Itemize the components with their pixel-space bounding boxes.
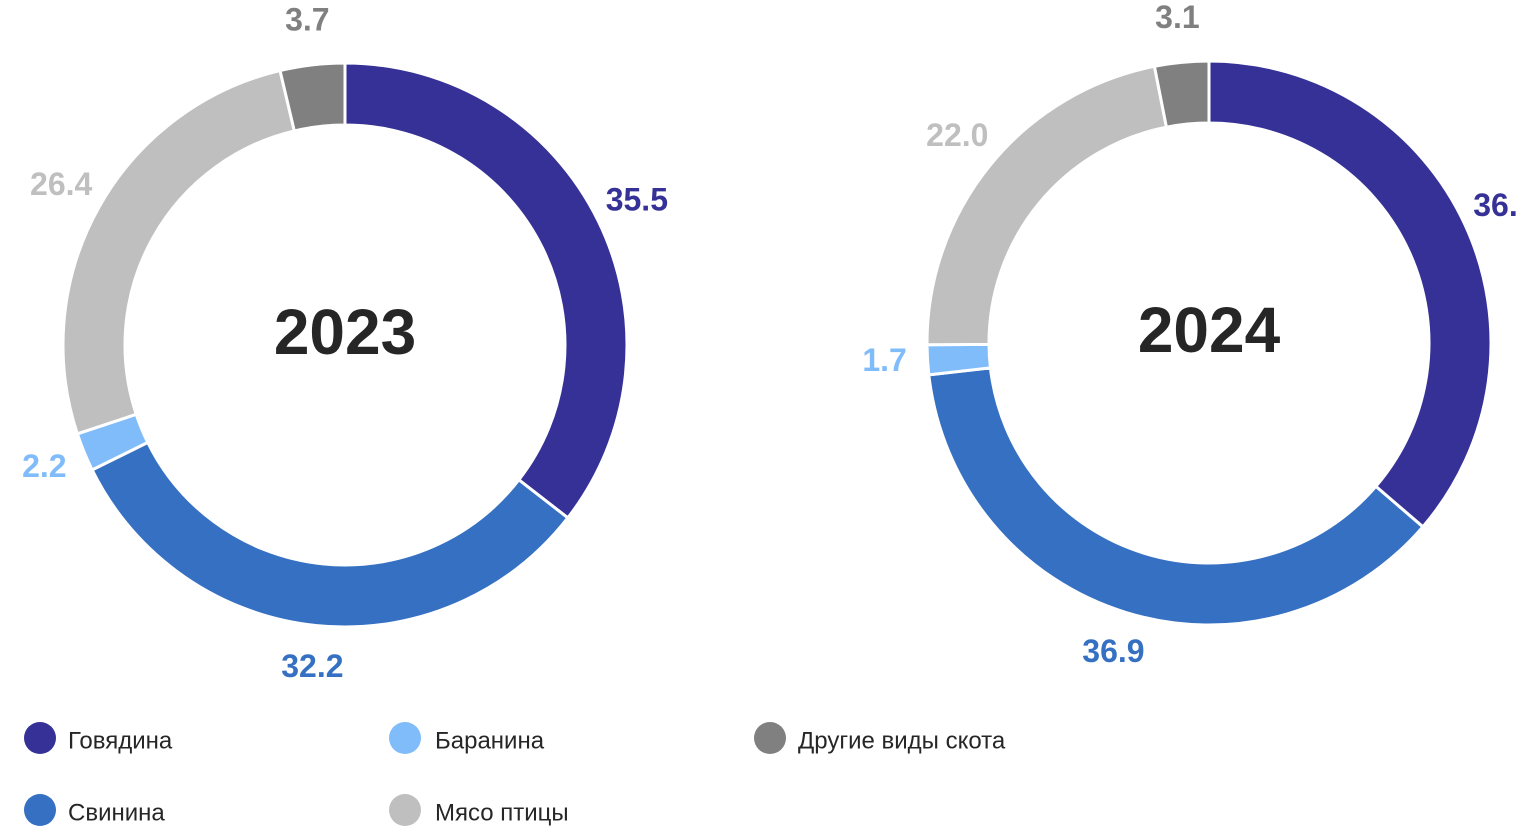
legend-swatch [389,794,421,826]
value-label: 36.3 [1473,187,1516,223]
legend-label: Другие виды скота [798,727,1006,754]
donut-segment [925,64,1169,347]
donut-segment [925,342,993,377]
legend-label: Баранина [435,727,545,754]
donut-segment [61,68,297,436]
legend-swatch [24,722,56,754]
value-label: 26.4 [30,166,92,202]
donut-segment [1207,59,1493,529]
legend-label: Мясо птицы [435,799,569,826]
value-label: 3.7 [285,2,329,38]
value-label: 3.1 [1155,0,1199,35]
donut-segment [90,440,570,629]
center-title: 2023 [274,296,416,368]
value-label: 35.5 [606,181,668,217]
value-label: 36.9 [1082,633,1144,669]
legend-swatch [24,794,56,826]
value-label: 22.0 [926,117,988,153]
donut-segment [343,61,629,520]
donut-segment [278,61,347,133]
donut-segment [927,366,1425,627]
legend-label: Говядина [68,727,173,754]
value-label: 1.7 [862,342,906,378]
legend-swatch [754,722,786,754]
legend-swatch [389,722,421,754]
center-title: 2024 [1138,294,1281,366]
value-label: 32.2 [281,648,343,684]
value-label: 2.2 [22,448,66,484]
donut-segment [1152,59,1211,129]
legend-label: Свинина [68,799,165,826]
